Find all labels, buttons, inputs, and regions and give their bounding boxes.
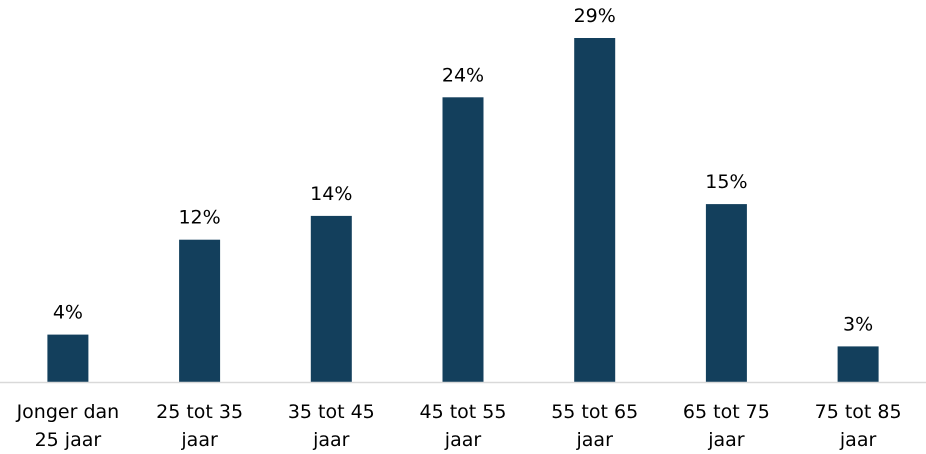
x-tick-label-line: 25 tot 35	[156, 401, 243, 423]
bar	[443, 97, 484, 382]
x-tick-label-line: 55 tot 65	[551, 401, 638, 423]
x-tick-label-line: 25 jaar	[35, 429, 102, 451]
x-tick-label: 25 tot 35 jaar	[156, 401, 243, 451]
x-tick-label: Jonger dan 25 jaar	[16, 401, 120, 451]
x-tick-label-line: jaar	[839, 429, 877, 451]
x-tick-label: 65 tot 75 jaar	[683, 401, 770, 451]
x-tick-label-line: 45 tot 55	[420, 401, 507, 423]
x-tick-label-line: Jonger dan	[16, 401, 120, 423]
bar	[311, 216, 352, 382]
bar	[574, 38, 615, 382]
x-tick-label-line: 35 tot 45	[288, 401, 375, 423]
x-tick-label: 35 tot 45 jaar	[288, 401, 375, 451]
x-tick-label: 45 tot 55 jaar	[420, 401, 507, 451]
category-labels-layer: Jonger dan 25 jaar 25 tot 35 jaar 35 tot 45 j…	[16, 401, 902, 451]
x-tick-label-line: jaar	[312, 429, 350, 451]
x-tick-label-line: jaar	[576, 429, 614, 451]
bar-value-label: 4%	[53, 302, 83, 324]
x-tick-label-line: 65 tot 75	[683, 401, 770, 423]
bar	[47, 335, 88, 382]
bar-value-label: 12%	[178, 207, 220, 229]
bar-value-label: 29%	[574, 5, 616, 27]
x-tick-label-line: jaar	[180, 429, 218, 451]
bar	[179, 240, 220, 382]
bars-layer	[47, 38, 878, 382]
bar-value-label: 3%	[843, 313, 873, 335]
bar	[838, 346, 879, 382]
x-tick-label: 75 tot 85 jaar	[815, 401, 902, 451]
bar	[706, 204, 747, 382]
x-tick-label-line: 75 tot 85	[815, 401, 902, 423]
x-tick-label-line: jaar	[444, 429, 482, 451]
bar-value-label: 24%	[442, 64, 484, 86]
bar-value-label: 15%	[705, 171, 747, 193]
x-tick-label-line: jaar	[707, 429, 745, 451]
bar-value-label: 14%	[310, 183, 352, 205]
x-tick-label: 55 tot 65 jaar	[551, 401, 638, 451]
